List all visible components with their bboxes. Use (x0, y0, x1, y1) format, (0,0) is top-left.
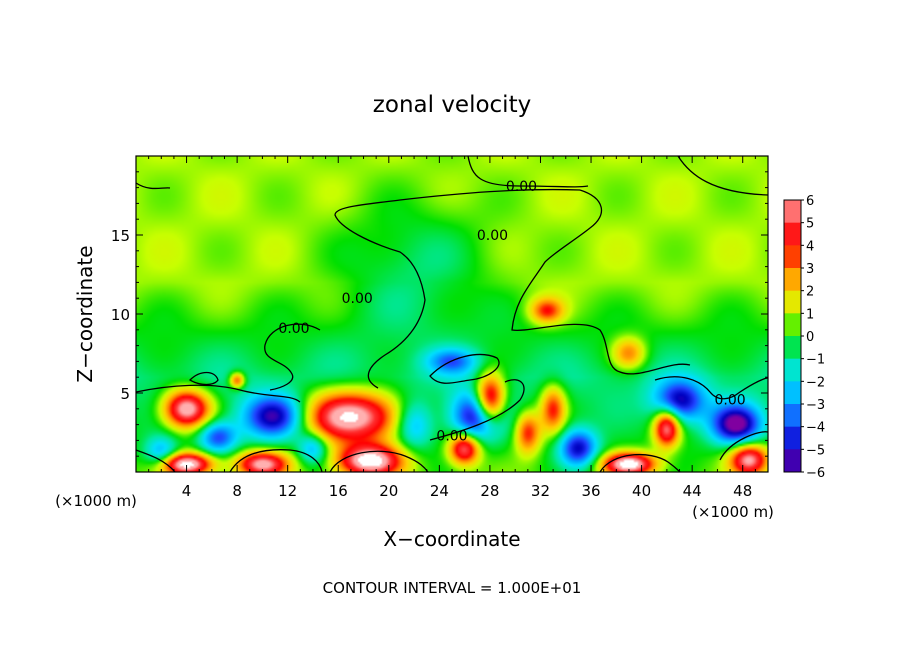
contour-label: 0.00 (506, 179, 537, 195)
contour-labels: 0.00 0.00 0.00 0.00 0.00 0.00 (278, 179, 745, 445)
zero-contour-line (467, 156, 589, 188)
y-tick-label: 10 (111, 306, 130, 324)
x-tick-label: 16 (329, 482, 348, 500)
contour-label: 0.00 (278, 321, 309, 337)
colorbar-segment (784, 313, 801, 337)
colorbar-tick-label: −6 (806, 466, 825, 481)
colorbar-tick-label: −3 (806, 398, 825, 413)
zero-contour-line (136, 449, 176, 472)
colorbar-tick-label: −2 (806, 375, 825, 390)
colorbar-segment (784, 290, 801, 314)
plot-area: 0.00 0.00 0.00 0.00 0.00 0.00 (135, 155, 769, 473)
x-tick-label: 40 (632, 482, 651, 500)
x-tick-label: 20 (379, 482, 398, 500)
zero-contour-line (329, 450, 429, 472)
zero-contour-line (429, 354, 500, 384)
zero-contour-line (136, 182, 171, 190)
zero-contour-line (229, 449, 323, 472)
contour-label: 0.00 (714, 392, 745, 408)
x-tick-label: 4 (182, 482, 192, 500)
x-axis-label: X−coordinate (383, 527, 520, 551)
colorbar-segment (784, 449, 801, 473)
colorbar-segment (784, 268, 801, 292)
contour-label: 0.00 (477, 228, 508, 244)
zero-contours (136, 156, 768, 472)
zero-contour-line (136, 384, 301, 403)
colorbar-segment (784, 404, 801, 428)
colorbar-segment (784, 245, 801, 269)
colorbar-tick-label: 1 (806, 307, 814, 322)
contour-label: 0.00 (436, 429, 467, 445)
colorbar-segment (784, 222, 801, 246)
x-tick-label: 24 (430, 482, 449, 500)
x-tick-label: 36 (581, 482, 600, 500)
colorbar-tick-label: 5 (806, 217, 814, 232)
zero-contour-line (188, 371, 219, 386)
colorbar: 6 5 4 3 2 1 0 −1 −2 −3 −4 −5 −6 (783, 194, 825, 481)
x-unit-right: (×1000 m) (692, 503, 774, 521)
y-axis-label: Z−coordinate (73, 245, 97, 382)
y-tick-label: 15 (111, 227, 130, 245)
colorbar-segment (784, 381, 801, 405)
colorbar-tick-label: −5 (806, 443, 825, 458)
contour-interval-note: CONTOUR INTERVAL = 1.000E+01 (323, 579, 582, 597)
zero-contour-line (599, 453, 681, 472)
x-tick-label: 44 (683, 482, 702, 500)
colorbar-tick-label: −4 (806, 421, 825, 436)
zero-contour-line (654, 376, 768, 400)
colorbar-tick-label: 6 (806, 194, 814, 209)
colorbar-tick-label: 2 (806, 285, 814, 300)
zero-contour-line (264, 323, 321, 391)
zero-contour-line (719, 431, 768, 461)
x-unit-left: (×1000 m) (55, 492, 137, 510)
colorbar-segment (784, 336, 801, 360)
colorbar-tick-label: −1 (806, 353, 825, 368)
y-axis: 5 10 15 (111, 171, 768, 457)
colorbar-segment (784, 358, 801, 382)
colorbar-tick-label: 3 (806, 262, 814, 277)
y-tick-label: 5 (120, 385, 130, 403)
velocity-field (136, 156, 768, 472)
x-tick-label: 48 (733, 482, 752, 500)
colorbar-segment (784, 426, 801, 450)
x-tick-label: 8 (232, 482, 242, 500)
zero-contour-line (429, 379, 525, 441)
contour-label: 0.00 (342, 291, 373, 307)
chart-title: zonal velocity (373, 92, 531, 118)
x-tick-label: 28 (480, 482, 499, 500)
zero-contour-line (511, 189, 691, 375)
x-tick-label: 12 (278, 482, 297, 500)
colorbar-tick-label: 4 (806, 239, 814, 254)
zero-contour-line (677, 156, 768, 196)
colorbar-segment (784, 200, 801, 224)
zero-contour-line (334, 188, 581, 389)
colorbar-tick-label: 0 (806, 330, 814, 345)
x-axis: 4 8 12 16 20 24 28 32 36 40 44 48 (148, 156, 756, 500)
x-tick-label: 32 (531, 482, 550, 500)
